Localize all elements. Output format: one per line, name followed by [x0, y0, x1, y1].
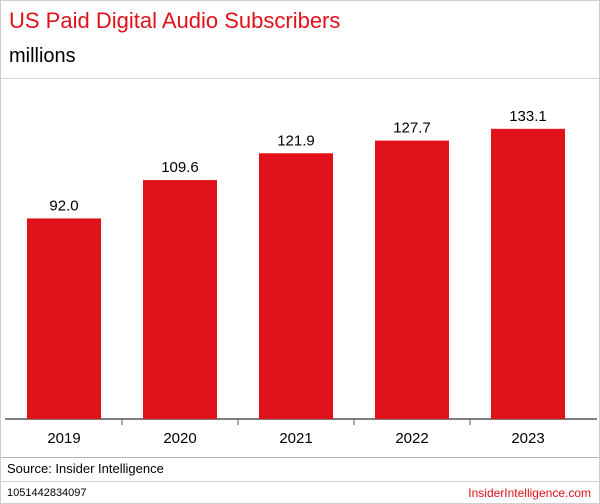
chart-id: 1051442834097	[7, 487, 87, 499]
value-label-2022: 127.7	[393, 120, 431, 137]
bar-2019	[27, 218, 101, 419]
x-tick-label-2019: 2019	[47, 430, 80, 447]
bar-2021	[259, 153, 333, 419]
x-tick-label-2023: 2023	[511, 430, 544, 447]
bar-2020	[143, 180, 217, 419]
chart-subtitle: millions	[9, 45, 76, 67]
footer-bottom-divider	[1, 481, 599, 482]
value-label-2019: 92.0	[49, 197, 78, 214]
x-tick-label-2022: 2022	[395, 430, 428, 447]
bar-2023	[491, 128, 565, 420]
brand-link[interactable]: InsiderIntelligence.com	[468, 486, 591, 500]
value-label-2023: 133.1	[509, 108, 547, 125]
value-label-2020: 109.6	[161, 159, 199, 176]
bar-chart: 92.0 2019 109.6 2020 121.9 2021 127.7 2022 133.1…	[5, 108, 597, 447]
chart-title: US Paid Digital Audio Subscribers	[9, 8, 341, 33]
footer-divider	[1, 457, 599, 458]
bar-2022	[375, 140, 449, 419]
x-tick-label-2021: 2021	[279, 430, 312, 447]
value-label-2021: 121.9	[277, 132, 315, 149]
x-tick-label-2020: 2020	[163, 430, 196, 447]
source-note: Source: Insider Intelligence	[7, 461, 164, 476]
title-divider	[1, 78, 599, 79]
